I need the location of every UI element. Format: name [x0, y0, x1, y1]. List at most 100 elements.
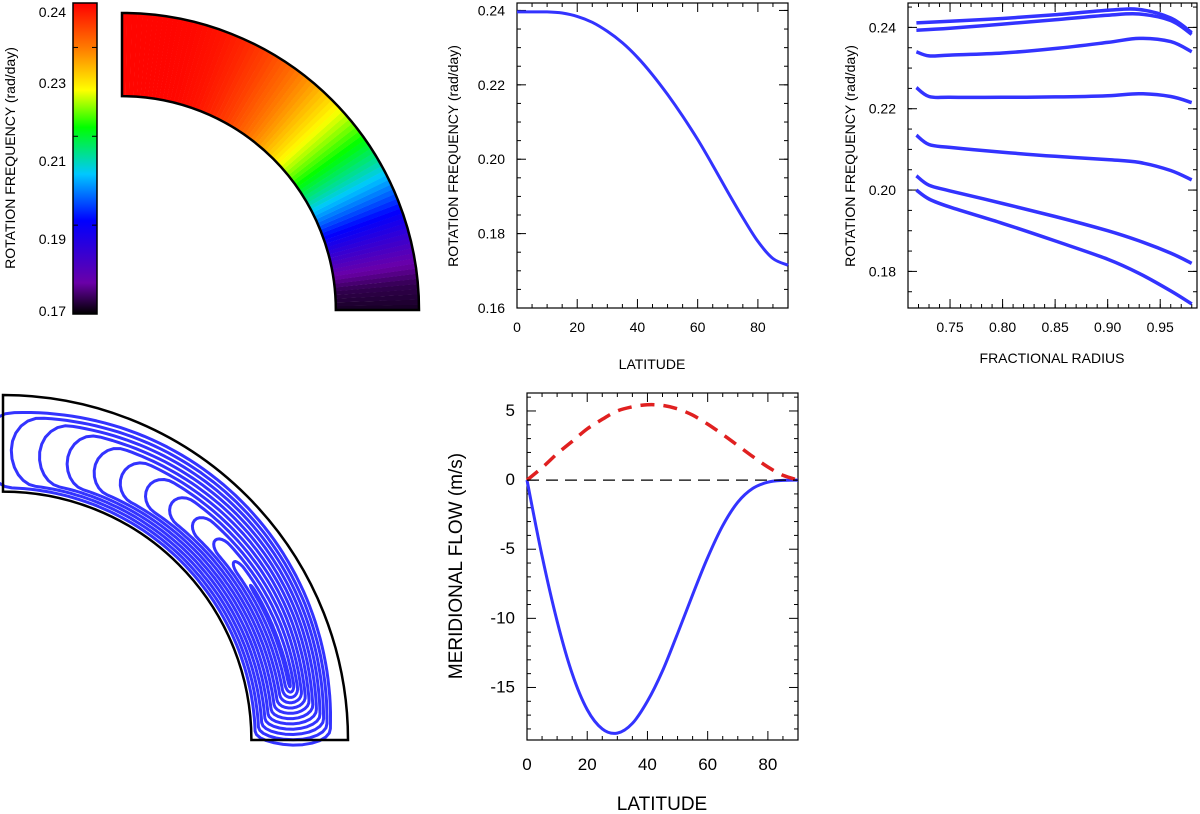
- rotation-map-cell: [203, 31, 246, 119]
- rotation-map-cell: [303, 158, 387, 209]
- rotation-map-cell: [289, 127, 368, 187]
- rotation-map-cell: [308, 172, 395, 219]
- y-tick-label: -15: [490, 677, 515, 696]
- streamline-contour: [144, 478, 311, 715]
- streamline-contour: [118, 461, 315, 721]
- rotation-map-cell: [324, 231, 416, 260]
- x-tick-label: 0.85: [1042, 319, 1069, 335]
- streamline-contour: [92, 447, 318, 726]
- rotation-map-cell: [318, 206, 409, 242]
- rotation-map-cell: [183, 20, 216, 111]
- streamline-contour: [212, 537, 300, 699]
- y-tick-label: -5: [500, 539, 515, 558]
- rotation-map-cell: [327, 251, 419, 274]
- y-tick-label: 0.24: [869, 19, 896, 35]
- rotation-map-cell: [326, 246, 419, 271]
- rotation-map-cell: [245, 64, 305, 143]
- rotation-map: [120, 11, 421, 312]
- rotation-map-cell: [256, 77, 321, 152]
- x-axis-label: LATITUDE: [617, 794, 707, 814]
- rotation-map-cell: [295, 140, 377, 196]
- rotation-map-cell: [277, 107, 351, 173]
- rotation-map-cell: [330, 278, 419, 292]
- rotation-map-cell: [143, 13, 159, 102]
- rotation-map-cell: [287, 123, 364, 184]
- rotation-map-cell: [165, 13, 191, 106]
- rotation-map-cell: [239, 58, 296, 139]
- y-tick-label: 0.18: [869, 263, 896, 279]
- rotation-map-cell: [329, 267, 419, 285]
- rotation-map-cell: [242, 61, 301, 141]
- rotation-map-cell: [150, 13, 170, 104]
- streamline-contour: [231, 560, 296, 694]
- y-tick-label: 5: [506, 401, 515, 420]
- rotation-map-cell: [147, 13, 165, 103]
- rotation-map-cell: [229, 50, 283, 133]
- rotation-map-cell: [213, 37, 260, 124]
- streamline-contour: [249, 583, 292, 689]
- rotation-map-cell: [330, 283, 419, 296]
- rotation-map-cell: [322, 221, 414, 253]
- rotation-map-cell: [140, 13, 154, 102]
- rotation-map-cell: [223, 44, 274, 129]
- y-tick-label: 0.20: [869, 182, 896, 198]
- x-tick-label: 0: [522, 755, 531, 774]
- colorbar-label: ROTATION FREQUENCY (rad/day): [2, 47, 18, 269]
- rotation-map-cell: [136, 13, 149, 102]
- rotation-map-cell: [323, 226, 415, 256]
- y-tick-label: 0.22: [478, 77, 505, 93]
- y-tick-label: 0.22: [869, 101, 896, 117]
- series-line-lat-90: [915, 188, 1193, 306]
- series-line-lat-45: [915, 86, 1193, 105]
- streamlines-outline: [1, 393, 350, 742]
- rotation-map-cell: [291, 131, 371, 190]
- rotation-map-cell: [179, 18, 211, 110]
- y-tick-label: 0.24: [478, 2, 505, 18]
- x-tick-label: 60: [690, 319, 706, 335]
- rotation-map-cell: [132, 13, 144, 101]
- rotation-map-cell: [270, 95, 340, 165]
- rotation-map-cell: [232, 52, 287, 135]
- rotation-radius-chart: 0.75 0.80 0.85 0.90 0.95 0.18 0.20 0.22 0.24 FRA…: [842, 2, 1198, 366]
- x-tick-label: 0.80: [989, 319, 1016, 335]
- streamline-contour: [0, 411, 332, 747]
- x-tick-label: 40: [638, 755, 657, 774]
- rotation-map-cell: [301, 153, 385, 206]
- plot-frame: [907, 2, 1198, 309]
- rotation-map-cell: [272, 99, 344, 168]
- rotation-map-cell: [220, 42, 269, 127]
- rotation-map-cell: [168, 14, 196, 107]
- rotation-map-cell: [190, 23, 226, 114]
- colorbar-tick-label: 0.21: [39, 153, 66, 169]
- rotation-map-cell: [186, 21, 221, 112]
- rotation-map-cell: [329, 272, 419, 289]
- rotation-map-cell: [297, 144, 379, 199]
- rotation-map-cell: [210, 35, 255, 122]
- y-tick-label: 0: [506, 470, 515, 489]
- series-line-lat-60: [915, 133, 1193, 182]
- x-tick-label: 0.90: [1094, 319, 1121, 335]
- rotation-map-cell: [158, 13, 180, 105]
- x-tick-label: 40: [630, 319, 646, 335]
- rotation-map-cell: [328, 262, 419, 281]
- y-axis-label: MERIDIONAL FLOW (m/s): [446, 453, 467, 679]
- rotation-map-cell: [196, 27, 236, 116]
- rotation-map-cell: [299, 149, 382, 203]
- streamline-contour: [9, 416, 329, 742]
- meridional-flow-chart: 0 20 40 60 80 5 0 -5 -10 -15 LATITUDE MERIDIONAL …: [446, 392, 799, 814]
- rotation-map-cell: [129, 13, 138, 101]
- y-tick-label: 0.20: [478, 151, 505, 167]
- rotation-map-cell: [305, 162, 390, 212]
- rotation-map-cell: [176, 17, 206, 109]
- colorbar-tick-label: 0.17: [39, 303, 66, 319]
- x-axis-label: LATITUDE: [619, 356, 686, 372]
- rotation-map-cell: [200, 29, 241, 118]
- y-axis-label: ROTATION FREQUENCY (rad/day): [842, 45, 858, 267]
- rotation-map-cell: [125, 13, 133, 101]
- rotation-map-cell: [331, 293, 419, 303]
- rotation-map-cell: [321, 216, 412, 249]
- x-tick-label: 0: [513, 319, 521, 335]
- rotation-map-cell: [316, 196, 405, 235]
- x-tick-label: 20: [578, 755, 597, 774]
